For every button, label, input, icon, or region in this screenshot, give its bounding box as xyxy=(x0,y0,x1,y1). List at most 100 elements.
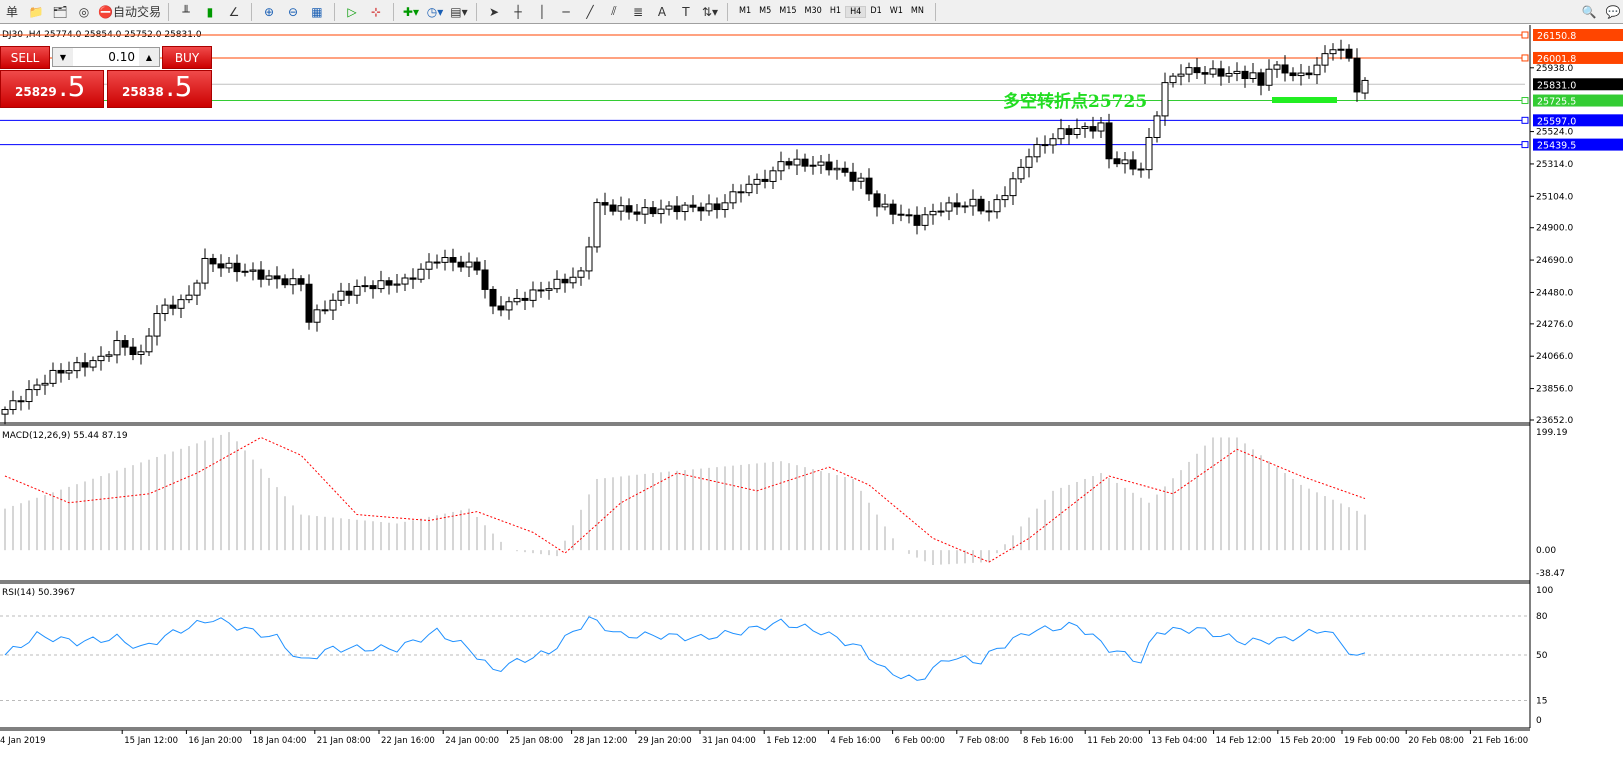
chart-canvas[interactable]: DJ30 ,H4 25774.0 25854.0 25752.0 25831.0… xyxy=(0,25,1623,771)
signal-icon[interactable]: ◎ xyxy=(78,4,90,19)
candle-body xyxy=(585,246,593,272)
candle-body xyxy=(105,354,113,357)
timeframe-m30[interactable]: M30 xyxy=(804,5,822,16)
indicators-icon[interactable]: ✚▾ xyxy=(402,4,419,19)
line-chart-icon[interactable]: ∠ xyxy=(228,4,240,19)
candle-body xyxy=(537,289,545,292)
time-label: 22 Jan 16:00 xyxy=(381,736,435,746)
level-price-tag xyxy=(1533,51,1623,64)
sell-button[interactable]: SELL xyxy=(0,46,50,69)
candle-body xyxy=(1337,48,1345,51)
timeframe-d1[interactable]: D1 xyxy=(870,5,882,16)
lot-size-input[interactable]: 0.10 xyxy=(108,50,135,64)
auto-trade-button[interactable]: ⛔ 自动交易 xyxy=(98,2,161,22)
bar-chart-icon[interactable]: ╨ xyxy=(182,4,190,19)
candle-body xyxy=(561,278,569,284)
time-label: 7 Feb 08:00 xyxy=(959,736,1009,746)
candle-body xyxy=(1313,64,1321,76)
candle-body xyxy=(929,210,937,216)
equidistant-channel-icon[interactable]: ⫽ xyxy=(611,4,617,18)
candle-body xyxy=(441,257,449,263)
chat-icon[interactable]: 💬 xyxy=(1605,4,1621,19)
candle-body xyxy=(425,261,433,270)
candle-body xyxy=(1217,68,1225,77)
market-watch-icon[interactable]: 🗂 xyxy=(52,4,68,19)
vertical-line-icon[interactable]: │ xyxy=(538,4,546,19)
candle-body xyxy=(289,278,297,286)
cursor-icon[interactable]: ➤ xyxy=(488,4,499,19)
increase-lot-icon[interactable]: ▲ xyxy=(139,48,159,66)
candle-body xyxy=(433,261,441,264)
chart-shift-icon[interactable]: ⊹ xyxy=(370,4,381,19)
timeframe-m5[interactable]: M5 xyxy=(759,5,772,16)
crosshair-icon[interactable]: ┼ xyxy=(514,4,522,19)
timeframe-m1[interactable]: M1 xyxy=(738,5,752,16)
candle-body xyxy=(729,191,737,204)
candle-body xyxy=(129,346,137,356)
timeframe-mn[interactable]: MN xyxy=(910,5,924,16)
macd-tick-label: -38.47 xyxy=(1536,569,1565,579)
decrease-lot-icon[interactable]: ▼ xyxy=(53,48,73,66)
periods-icon[interactable]: ◷▾ xyxy=(426,4,444,19)
zoom-out-icon[interactable]: ⊖ xyxy=(287,4,298,19)
sell-price-main: 25829 xyxy=(15,85,57,99)
candle-body xyxy=(305,283,313,323)
arrows-icon[interactable]: ⇅▾ xyxy=(701,4,718,19)
horizontal-line-icon[interactable]: ─ xyxy=(562,4,570,19)
candle-body xyxy=(905,214,913,217)
buy-price[interactable]: 25838.5 xyxy=(107,70,212,108)
candle-body xyxy=(601,202,609,206)
candle-body xyxy=(193,282,201,296)
level-price-label: 25831.0 xyxy=(1537,80,1576,91)
candle-body xyxy=(113,340,121,356)
folder-icon[interactable]: 📁 xyxy=(28,4,44,19)
candle-body xyxy=(953,202,961,208)
tile-windows-icon[interactable]: ▦ xyxy=(311,4,323,19)
fibonacci-icon[interactable]: ≣ xyxy=(632,4,643,19)
timeframe-h4[interactable]: H4 xyxy=(845,5,867,18)
candle-body xyxy=(801,158,809,167)
auto-scroll-icon[interactable]: ▷ xyxy=(347,4,357,19)
buy-price-pip: .5 xyxy=(165,70,193,103)
candle-body xyxy=(921,214,929,226)
price-tick-label: 23856.0 xyxy=(1536,385,1573,395)
candle-body xyxy=(713,203,721,211)
trendline-icon[interactable]: ╱ xyxy=(586,4,594,19)
candle-body xyxy=(457,261,465,268)
candle-body xyxy=(745,183,753,194)
timeframe-m15[interactable]: M15 xyxy=(779,5,797,16)
one-click-trading-panel: SELL ▼ 0.10 ▲ BUY 25829.5 25838.5 xyxy=(0,46,212,108)
candle-body xyxy=(177,299,185,309)
templates-icon[interactable]: ▤▾ xyxy=(450,4,468,19)
candle-body xyxy=(1001,195,1009,201)
candle-body xyxy=(1281,64,1289,74)
candle-body xyxy=(961,205,969,208)
candle-body xyxy=(257,269,265,280)
text-label-icon[interactable]: T xyxy=(682,4,690,19)
candlestick-icon[interactable]: ▮ xyxy=(206,4,214,19)
zoom-in-icon[interactable]: ⊕ xyxy=(263,4,274,19)
price-tick-label: 25938.0 xyxy=(1536,64,1573,74)
buy-button[interactable]: BUY xyxy=(162,46,212,69)
text-icon[interactable]: A xyxy=(657,4,667,19)
sell-price[interactable]: 25829.5 xyxy=(0,70,104,108)
time-label: 4 Feb 16:00 xyxy=(830,736,880,746)
level-price-tag xyxy=(1533,78,1623,91)
lot-size-stepper[interactable]: ▼ 0.10 ▲ xyxy=(52,47,160,67)
candle-body xyxy=(417,268,425,280)
candle-body xyxy=(1041,144,1049,147)
level-price-label: 25597.0 xyxy=(1537,116,1576,127)
candle-body xyxy=(577,270,585,278)
timeframe-w1[interactable]: W1 xyxy=(889,5,903,16)
candle-body xyxy=(1121,159,1129,165)
candle-body xyxy=(1273,64,1281,70)
candle-body xyxy=(249,269,257,272)
candle-body xyxy=(593,202,601,248)
price-tick-label: 24276.0 xyxy=(1536,320,1573,330)
time-label: 6 Feb 00:00 xyxy=(895,736,945,746)
candle-body xyxy=(505,301,513,311)
sell-price-pip: .5 xyxy=(58,70,86,103)
search-icon[interactable]: 🔍 xyxy=(1581,4,1597,19)
price-tick-label: 24690.0 xyxy=(1536,256,1573,266)
timeframe-h1[interactable]: H1 xyxy=(829,5,842,16)
